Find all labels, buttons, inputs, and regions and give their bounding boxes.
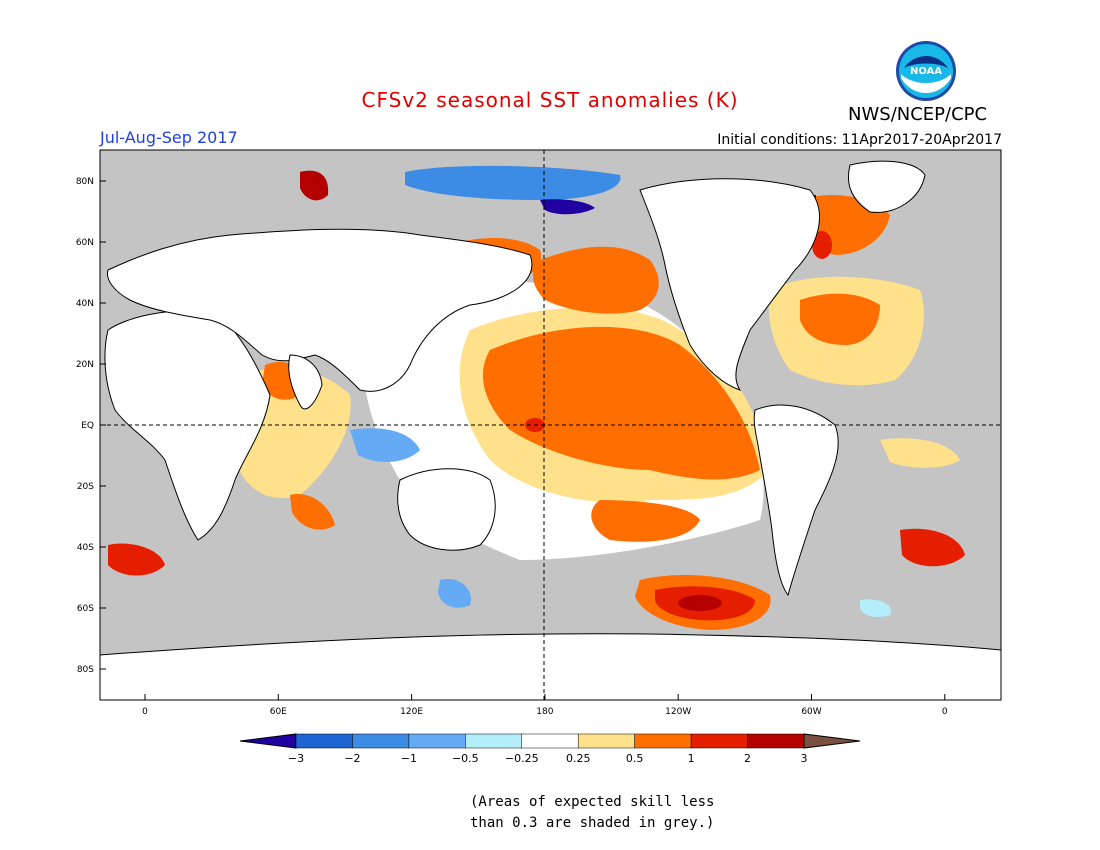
colorbar-bin bbox=[690, 733, 748, 749]
initial-conditions-label: Initial conditions: 11Apr2017-20Apr2017 bbox=[717, 132, 1002, 148]
noaa-logo: NOAA bbox=[895, 40, 957, 102]
lat-label: 80S bbox=[77, 665, 94, 675]
colorbar-label: −2 bbox=[344, 752, 360, 765]
note-line-1: (Areas of expected skill less bbox=[470, 794, 715, 810]
colorbar-max-triangle bbox=[803, 733, 861, 749]
colorbar-label: −3 bbox=[288, 752, 304, 765]
lon-label: 120W bbox=[665, 707, 691, 717]
colorbar-label: −0.25 bbox=[505, 752, 539, 765]
skill-note: (Areas of expected skill less than 0.3 a… bbox=[470, 792, 714, 834]
latitude-axis: 80N 60N 40N 20N EQ 20S 40S 60S 80S bbox=[76, 177, 106, 675]
lon-label: 0 bbox=[142, 707, 148, 717]
season-label: Jul-Aug-Sep 2017 bbox=[100, 128, 238, 147]
lon-label: 0 bbox=[942, 707, 948, 717]
colorbar-bin bbox=[352, 733, 410, 749]
lat-label: 40S bbox=[77, 543, 94, 553]
lat-label: 20N bbox=[76, 360, 94, 370]
colorbar-bin bbox=[577, 733, 635, 749]
lat-label: 60S bbox=[77, 604, 94, 614]
colorbar-label: 0.5 bbox=[626, 752, 644, 765]
longitude-axis: 0 60E 120E 180 120W 60W 0 bbox=[142, 694, 948, 717]
logo-text: NOAA bbox=[910, 66, 942, 77]
colorbar-label: 2 bbox=[744, 752, 751, 765]
colorbar-bin bbox=[295, 733, 353, 749]
lat-label: 80N bbox=[76, 177, 94, 187]
colorbar-label: −0.5 bbox=[452, 752, 479, 765]
colorbar: −3 −2 −1 −0.5 −0.25 0.25 0.5 1 2 3 bbox=[239, 733, 861, 765]
lon-label: 180 bbox=[536, 707, 553, 717]
colorbar-bin bbox=[521, 733, 579, 749]
colorbar-min-triangle bbox=[239, 733, 297, 749]
colorbar-bin bbox=[465, 733, 523, 749]
lon-label: 60E bbox=[270, 707, 287, 717]
lat-label: 20S bbox=[77, 482, 94, 492]
lat-label: EQ bbox=[81, 421, 94, 431]
lon-label: 120E bbox=[400, 707, 423, 717]
colorbar-label: 1 bbox=[688, 752, 695, 765]
lat-label: 60N bbox=[76, 238, 94, 248]
colorbar-bin bbox=[408, 733, 466, 749]
agency-label: NWS/NCEP/CPC bbox=[848, 104, 988, 125]
land-masses bbox=[100, 160, 1001, 700]
colorbar-bin bbox=[634, 733, 692, 749]
colorbar-label: −1 bbox=[401, 752, 417, 765]
colorbar-label: 3 bbox=[801, 752, 808, 765]
lon-label: 60W bbox=[801, 707, 821, 717]
note-line-2: than 0.3 are shaded in grey.) bbox=[470, 815, 715, 831]
colorbar-label: 0.25 bbox=[566, 752, 591, 765]
page-title: CFSv2 seasonal SST anomalies (K) bbox=[361, 88, 739, 112]
anomaly-field bbox=[108, 165, 965, 630]
colorbar-bin bbox=[747, 733, 805, 749]
lat-label: 40N bbox=[76, 299, 94, 309]
